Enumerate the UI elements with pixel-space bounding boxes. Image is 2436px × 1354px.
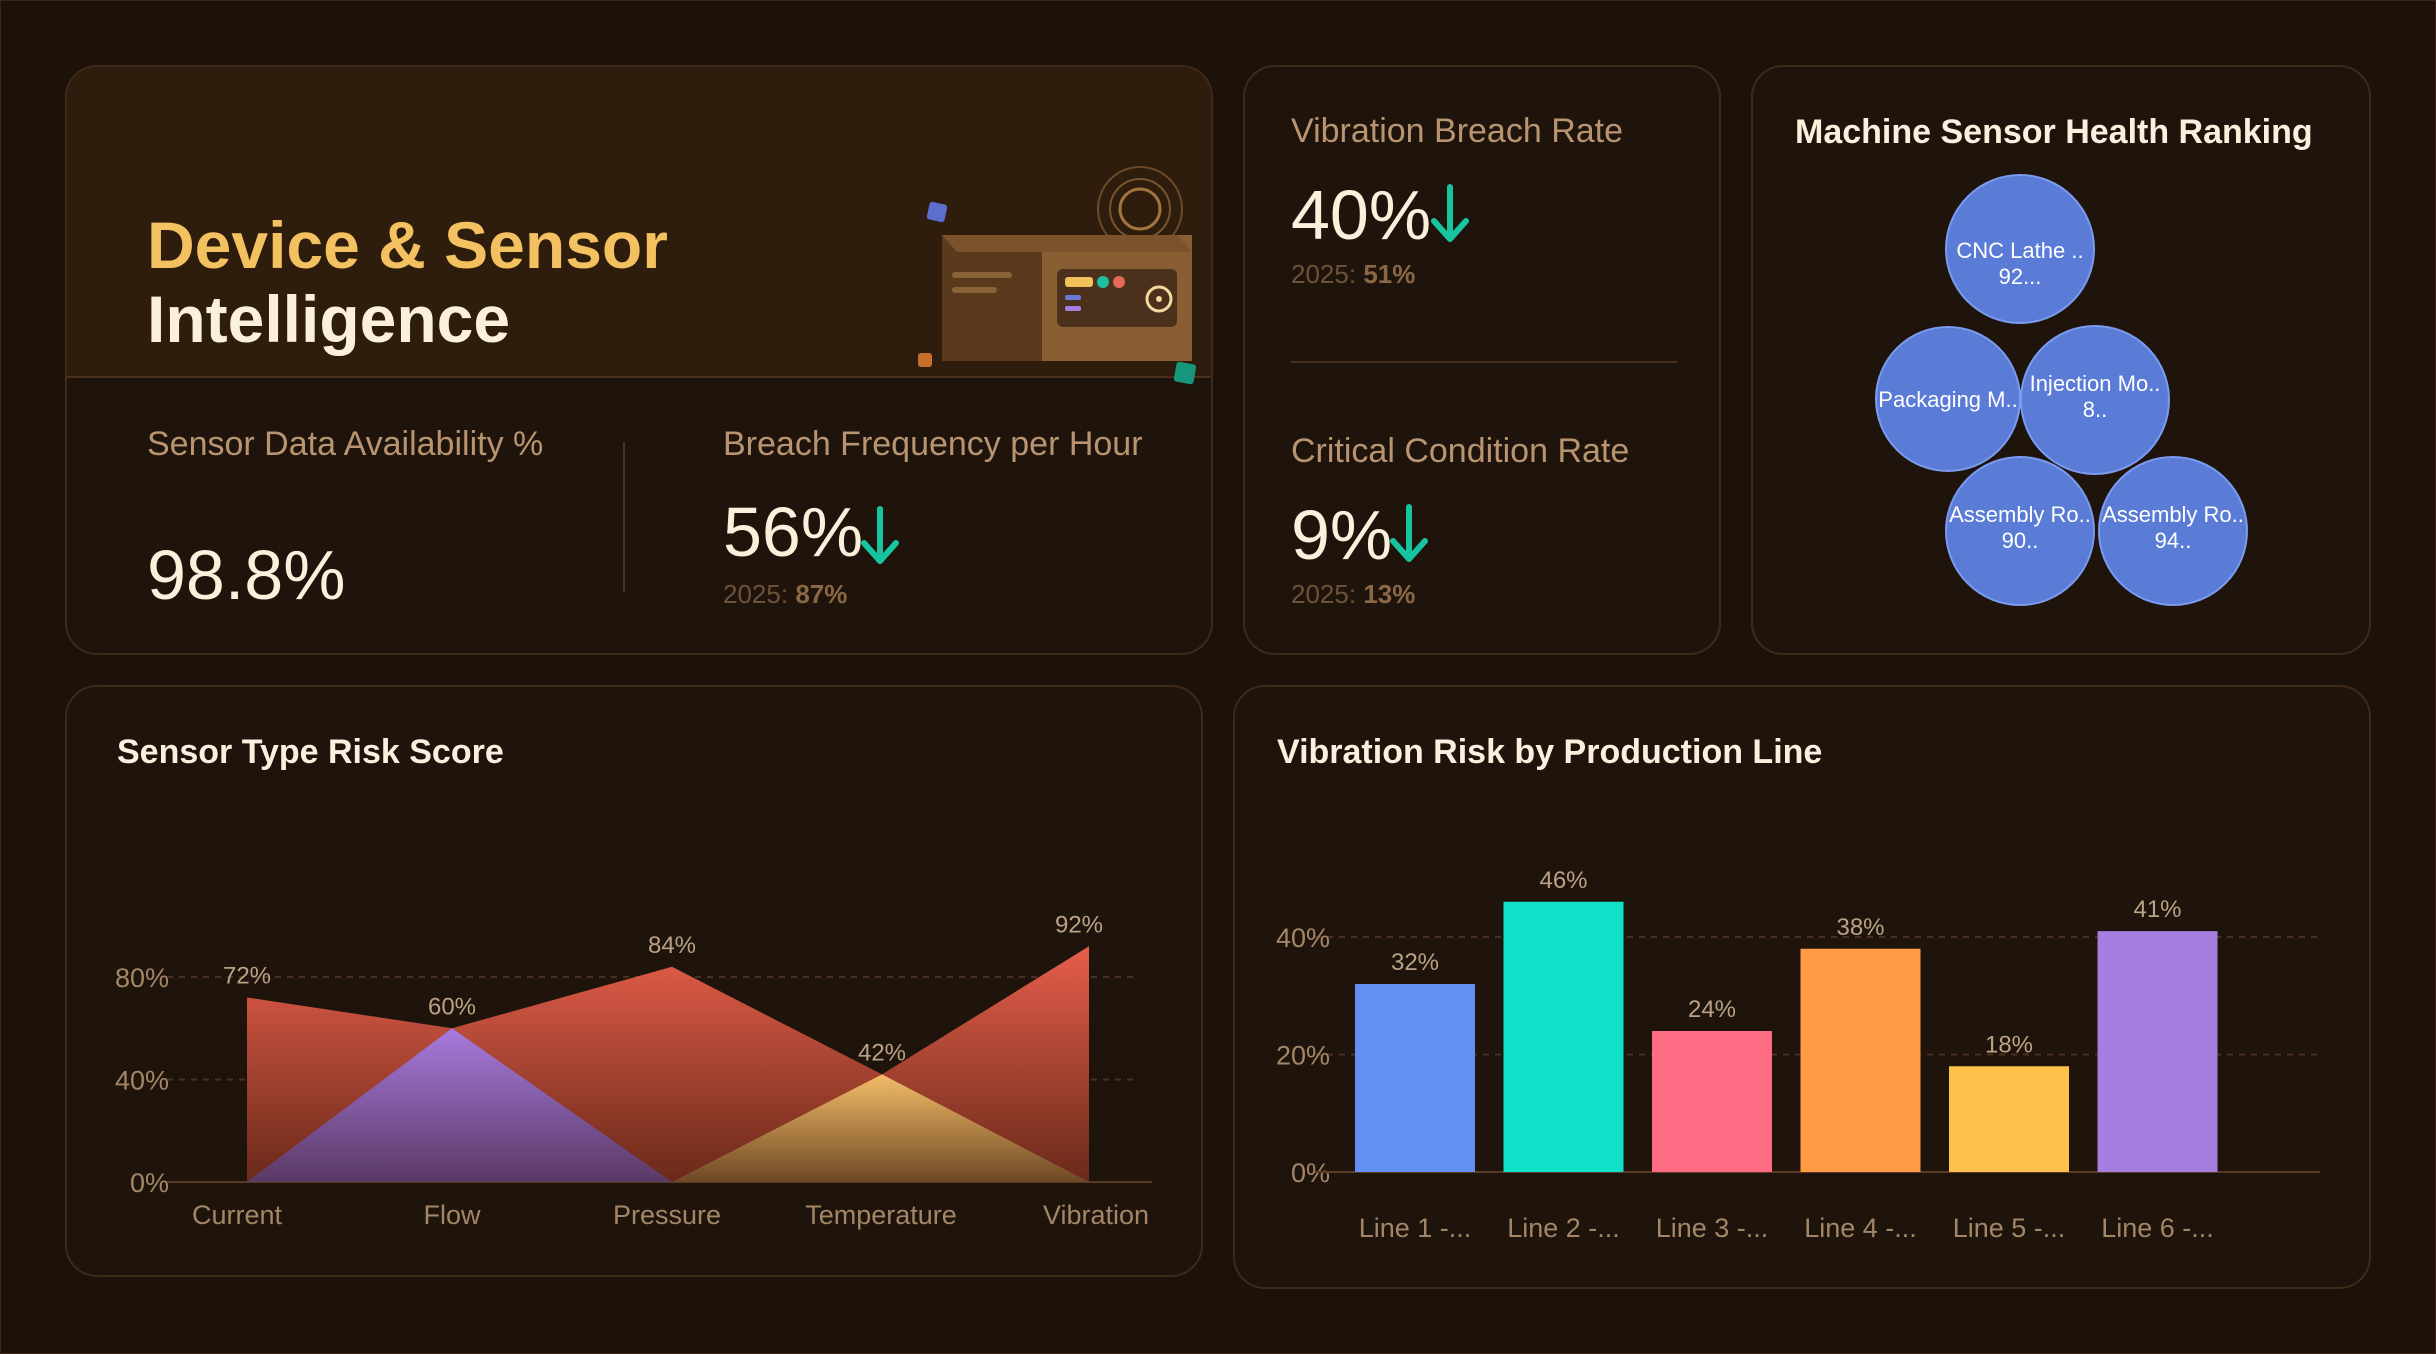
availability-label: Sensor Data Availability % — [147, 425, 544, 463]
vibration-line-chart: 0%20%40% 32%46%24%38%18%41% Line 1 -... L… — [1276, 867, 2320, 1243]
bubble-value: 90.. — [2002, 528, 2039, 553]
previous-year-label: 2025: — [1291, 579, 1357, 609]
x-tick-label: Line 5 -... — [1953, 1213, 2066, 1243]
y-tick-label: 0% — [130, 1168, 169, 1198]
trend-down-icon — [861, 506, 899, 564]
vibration-breach-previous: 2025: 51% — [1291, 259, 1415, 290]
bubble-name: Injection Mo.. — [2030, 371, 2161, 396]
bar[interactable] — [1652, 1031, 1772, 1172]
sensor-risk-title: Sensor Type Risk Score — [117, 733, 504, 771]
kpi-divider — [623, 442, 625, 592]
x-tick-label: Line 6 -... — [2101, 1213, 2214, 1243]
bubble-name: Assembly Ro.. — [2102, 502, 2244, 527]
ranking-title: Machine Sensor Health Ranking — [1795, 113, 2313, 151]
bubble-packaging[interactable]: Packaging M.. — [1875, 326, 2021, 472]
bubble-value: 8.. — [2083, 397, 2107, 422]
data-label: 41% — [2133, 896, 2181, 923]
critical-condition-label: Critical Condition Rate — [1291, 432, 1630, 470]
previous-year-label: 2025: — [723, 579, 789, 609]
y-tick-label: 80% — [115, 963, 169, 993]
data-label: 32% — [1391, 949, 1439, 976]
vibration-breach-value: 40% — [1291, 176, 1432, 254]
area-series-3 — [247, 1074, 1089, 1182]
bubble-name: Packaging M.. — [1878, 387, 2017, 412]
y-tick-label: 20% — [1276, 1041, 1330, 1071]
bar[interactable] — [2097, 931, 2218, 1172]
x-tick-label: Pressure — [613, 1200, 721, 1230]
vibration-breach-label: Vibration Breach Rate — [1291, 112, 1624, 150]
rate-card: Vibration Breach Rate 40% 2025: 51% Crit… — [1243, 65, 1721, 655]
data-label: 46% — [1539, 867, 1587, 894]
availability-value: 98.8% — [147, 536, 346, 614]
trend-down-icon — [1431, 184, 1469, 242]
vibration-line-card: Vibration Risk by Production Line 0% 20% 4… — [1233, 685, 2371, 1289]
bar[interactable] — [1800, 948, 1921, 1172]
x-tick-label: Current — [192, 1200, 283, 1230]
bubble-assembly-robot-2[interactable]: Assembly Ro.. 94.. — [2098, 456, 2248, 606]
rate-divider — [1291, 361, 1677, 363]
x-tick-label: Line 4 -... — [1804, 1213, 1917, 1243]
x-tick-label: Temperature — [805, 1200, 957, 1230]
breach-frequency-label: Breach Frequency per Hour — [723, 425, 1143, 463]
trend-down-icon — [1390, 504, 1428, 562]
x-tick-label: Vibration — [1043, 1200, 1149, 1230]
previous-year-value: 87% — [795, 579, 848, 609]
previous-year-value: 51% — [1363, 259, 1416, 289]
bubble-injection-molding[interactable]: Injection Mo.. 8.. — [2020, 325, 2170, 475]
x-tick-label: Line 1 -... — [1359, 1213, 1472, 1243]
critical-condition-value: 9% — [1291, 496, 1393, 574]
vibration-line-title: Vibration Risk by Production Line — [1277, 733, 1823, 771]
bubble-value: 92... — [1999, 264, 2042, 289]
data-label: 60% — [428, 993, 476, 1020]
data-label: 38% — [1836, 914, 1884, 941]
area-series-2 — [247, 1028, 1089, 1182]
data-label: 84% — [648, 932, 696, 959]
bubble-name: Assembly Ro.. — [1949, 502, 2091, 527]
bar[interactable] — [1503, 901, 1624, 1172]
x-tick-label: Flow — [423, 1200, 481, 1230]
data-label: 24% — [1688, 996, 1736, 1023]
ranking-card: Machine Sensor Health Ranking CNC Lathe … — [1751, 65, 2371, 655]
dashboard-title-line2: Intelligence — [147, 282, 511, 356]
sensor-risk-chart: 0% 40% 80% 72% 60% 84% 42% 92% Current Flow Pres… — [115, 911, 1152, 1230]
device-illustration — [918, 166, 1197, 385]
hero-card: Device & Sensor Intelligence Sensor Data… — [65, 65, 1213, 655]
critical-condition-previous: 2025: 13% — [1291, 579, 1415, 610]
y-tick-label: 40% — [115, 1066, 169, 1096]
breach-frequency-previous: 2025: 87% — [723, 579, 847, 610]
bubble-value: 94.. — [2155, 528, 2192, 553]
bubble-name: CNC Lathe .. — [1956, 238, 2083, 263]
breach-frequency-value: 56% — [723, 493, 864, 571]
bar[interactable] — [1949, 1066, 2069, 1172]
sensor-risk-card: Sensor Type Risk Score 0% 40% 80% 72% 60% 84… — [65, 685, 1203, 1277]
previous-year-label: 2025: — [1291, 259, 1357, 289]
dashboard-title-line1: Device & Sensor — [147, 208, 668, 282]
y-tick-label: 40% — [1276, 923, 1330, 953]
bubble-assembly-robot-1[interactable]: Assembly Ro.. 90.. — [1945, 456, 2095, 606]
previous-year-value: 13% — [1363, 579, 1416, 609]
data-label: 92% — [1055, 911, 1103, 938]
ranking-bubbles: CNC Lathe .. 92... Packaging M.. Injecti… — [1875, 174, 2248, 606]
data-label: 42% — [858, 1039, 906, 1066]
bar[interactable] — [1355, 984, 1475, 1172]
data-label: 72% — [223, 963, 271, 990]
x-tick-label: Line 3 -... — [1656, 1213, 1769, 1243]
data-label: 18% — [1985, 1031, 2033, 1058]
x-tick-label: Line 2 -... — [1507, 1213, 1620, 1243]
bubble-cnc-lathe[interactable]: CNC Lathe .. 92... — [1945, 174, 2095, 324]
